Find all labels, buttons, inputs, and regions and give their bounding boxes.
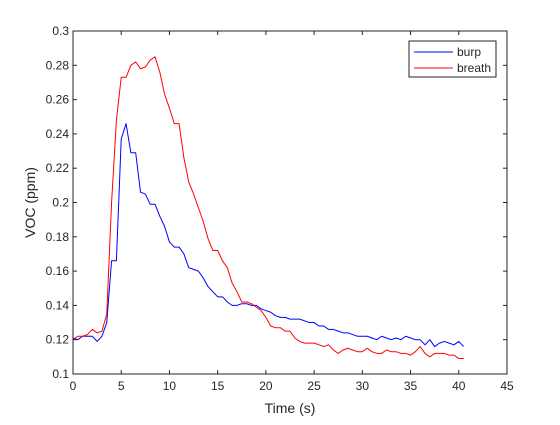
y-tick-label: 0.14 [46,298,70,312]
legend-label-breath: breath [457,61,491,75]
x-tick-label: 5 [118,379,125,393]
y-tick-label: 0.18 [46,230,70,244]
y-axis-title: VOC (ppm) [22,167,38,238]
legend: burp breath [408,40,497,78]
x-tick-label: 40 [452,379,466,393]
x-tick-label: 10 [163,379,177,393]
legend-box [408,40,497,78]
series-layer [72,56,464,360]
y-tick-label: 0.28 [46,58,70,72]
x-tick-label: 0 [70,379,77,393]
ticks-layer: 0 5 10 15 20 25 30 35 40 45 0.1 0.12 0.14 0.16 0.18 0.2… [46,24,514,393]
legend-label-burp: burp [457,45,481,59]
x-tick-label: 35 [404,379,418,393]
y-tick-label: 0.12 [46,333,70,347]
x-tick-label: 25 [307,379,321,393]
x-tick-label: 30 [356,379,370,393]
y-tick-label: 0.22 [46,161,70,175]
x-tick-label: 45 [500,379,514,393]
y-tick-label: 0.2 [52,196,69,210]
x-tick-label: 20 [259,379,273,393]
series-line-burp [72,123,464,348]
plot-area [73,31,507,374]
x-axis-title: Time (s) [265,400,316,416]
series-line-breath [72,56,464,360]
y-tick-label: 0.1 [52,367,69,381]
y-tick-label: 0.16 [46,264,70,278]
plot-background [73,31,507,374]
x-tick-label: 15 [211,379,225,393]
y-tick-label: 0.26 [46,93,70,107]
y-tick-label: 0.3 [52,24,69,38]
y-tick-label: 0.24 [46,127,70,141]
